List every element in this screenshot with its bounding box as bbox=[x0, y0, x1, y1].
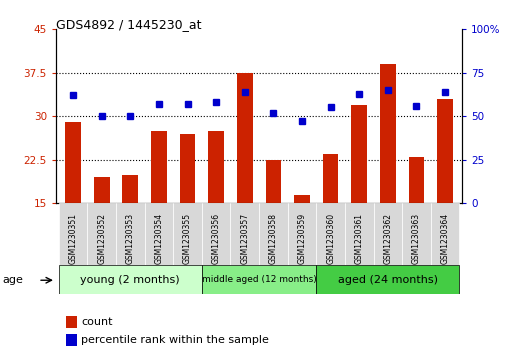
Text: GSM1230361: GSM1230361 bbox=[355, 212, 364, 264]
Bar bbox=[352, 105, 367, 203]
Bar bbox=[288, 203, 316, 265]
Text: GSM1230355: GSM1230355 bbox=[183, 212, 192, 264]
Bar bbox=[380, 64, 396, 203]
Bar bbox=[231, 203, 259, 265]
Text: GSM1230353: GSM1230353 bbox=[126, 212, 135, 264]
Bar bbox=[437, 99, 453, 203]
Bar bbox=[151, 131, 167, 203]
Text: GSM1230364: GSM1230364 bbox=[440, 212, 450, 264]
Bar bbox=[202, 203, 231, 265]
Bar bbox=[323, 154, 338, 203]
Text: GSM1230359: GSM1230359 bbox=[298, 212, 306, 264]
Bar bbox=[173, 203, 202, 265]
Text: GSM1230362: GSM1230362 bbox=[384, 212, 392, 264]
Text: GSM1230358: GSM1230358 bbox=[269, 212, 278, 264]
Bar bbox=[431, 203, 459, 265]
Text: aged (24 months): aged (24 months) bbox=[338, 274, 438, 285]
Text: count: count bbox=[81, 317, 113, 327]
Text: GSM1230357: GSM1230357 bbox=[240, 212, 249, 264]
Bar bbox=[345, 203, 373, 265]
Bar bbox=[94, 177, 110, 203]
Bar bbox=[316, 203, 345, 265]
Text: GSM1230352: GSM1230352 bbox=[97, 212, 106, 264]
Bar bbox=[65, 122, 81, 203]
Bar bbox=[294, 195, 310, 203]
Text: percentile rank within the sample: percentile rank within the sample bbox=[81, 335, 269, 345]
Text: GSM1230354: GSM1230354 bbox=[154, 212, 164, 264]
Text: GSM1230356: GSM1230356 bbox=[212, 212, 220, 264]
Text: GSM1230363: GSM1230363 bbox=[412, 212, 421, 264]
Text: young (2 months): young (2 months) bbox=[80, 274, 180, 285]
Text: GDS4892 / 1445230_at: GDS4892 / 1445230_at bbox=[56, 18, 201, 31]
Bar bbox=[237, 73, 252, 203]
Bar bbox=[59, 203, 87, 265]
Bar bbox=[202, 265, 316, 294]
Text: GSM1230351: GSM1230351 bbox=[69, 212, 78, 264]
Bar bbox=[266, 160, 281, 203]
Text: middle aged (12 months): middle aged (12 months) bbox=[202, 275, 316, 284]
Bar bbox=[87, 203, 116, 265]
Bar bbox=[316, 265, 459, 294]
Bar bbox=[408, 157, 424, 203]
Bar bbox=[145, 203, 173, 265]
Bar bbox=[208, 131, 224, 203]
Bar bbox=[122, 175, 138, 203]
Bar bbox=[116, 203, 145, 265]
Text: GSM1230360: GSM1230360 bbox=[326, 212, 335, 264]
Bar bbox=[180, 134, 196, 203]
Bar bbox=[59, 265, 202, 294]
Bar bbox=[402, 203, 431, 265]
Bar bbox=[373, 203, 402, 265]
Bar bbox=[259, 203, 288, 265]
Text: age: age bbox=[3, 275, 23, 285]
